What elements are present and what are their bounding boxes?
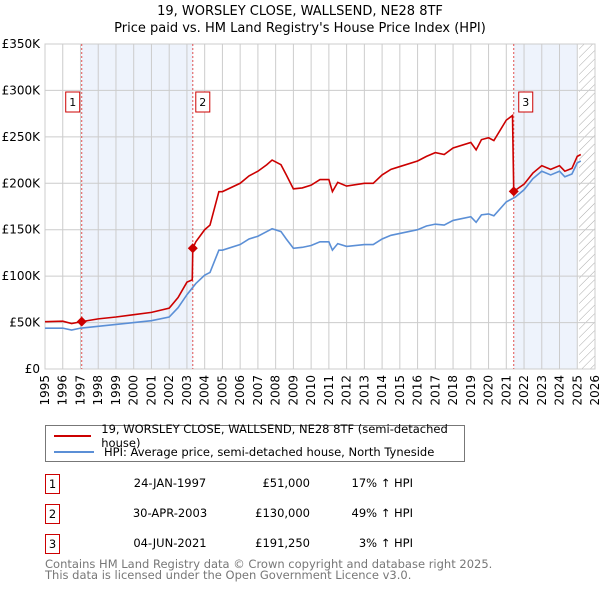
chart-subtitle: Price paid vs. HM Land Registry's House … — [114, 21, 486, 36]
x-tick-label: 2002 — [162, 375, 176, 406]
sale-label-box — [518, 91, 534, 113]
legend-swatch-blue — [54, 451, 94, 453]
sale-price: £130,000 — [255, 506, 310, 520]
x-tick-label: 2008 — [269, 375, 283, 406]
price-chart: 19, WORSLEY CLOSE, WALLSEND, NE28 8TF Pr… — [2, 4, 600, 406]
chart-title: 19, WORSLEY CLOSE, WALLSEND, NE28 8TF — [157, 4, 443, 19]
footer-line: This data is licensed under the Open Gov… — [45, 568, 412, 582]
x-tick-label: 2022 — [517, 375, 531, 406]
y-tick-label: £150K — [2, 223, 42, 237]
x-tick-label: 1997 — [73, 375, 87, 406]
x-tick-label: 2010 — [304, 375, 318, 406]
sale-label: 1 — [69, 96, 76, 109]
x-tick-label: 2009 — [286, 375, 300, 406]
legend-label: 19, WORSLEY CLOSE, WALLSEND, NE28 8TF (s… — [101, 422, 448, 450]
sale-row: 3 04-JUN-2021 £191,250 3% ↑ HPI — [45, 534, 425, 554]
x-tick-label: 2025 — [570, 375, 584, 406]
sale-hpi: 17% ↑ HPI — [351, 476, 413, 490]
y-tick-label: £100K — [2, 269, 42, 283]
sale-price: £191,250 — [255, 536, 310, 550]
x-tick-label: 2001 — [144, 375, 158, 406]
sale-label: 2 — [199, 96, 206, 109]
legend-swatch-red — [54, 435, 92, 437]
y-tick-label: £250K — [2, 130, 42, 144]
footer: Contains HM Land Registry data © Crown c… — [45, 557, 493, 582]
sale-date: 24-JAN-1997 — [133, 476, 207, 490]
x-tick-label: 2023 — [535, 375, 549, 406]
sale-number: 3 — [45, 534, 60, 554]
sale-label-box — [195, 91, 211, 113]
sale-number: 1 — [45, 474, 60, 494]
x-tick-label: 2012 — [340, 375, 354, 406]
sale-row: 1 24-JAN-1997 £51,000 17% ↑ HPI — [45, 474, 425, 494]
x-tick-label: 1998 — [91, 375, 105, 406]
sale-price: £51,000 — [262, 476, 310, 490]
y-tick-label: £300K — [2, 83, 42, 97]
sale-point — [76, 316, 87, 327]
legend-item-hpi: HPI: Average price, semi-detached house,… — [54, 444, 434, 460]
sale-label: 3 — [522, 96, 529, 109]
sale-hpi: 3% ↑ HPI — [358, 536, 413, 550]
x-tick-label: 2018 — [446, 375, 460, 406]
x-tick-label: 2006 — [233, 375, 247, 406]
price-paid-line — [44, 113, 582, 325]
x-tick-label: 2005 — [215, 375, 229, 406]
y-tick-label: £200K — [2, 176, 42, 190]
footer-line: Contains HM Land Registry data © Crown c… — [45, 557, 493, 571]
x-tick-label: 2021 — [499, 375, 513, 406]
x-tick-label: 2014 — [375, 375, 389, 406]
sale-point — [187, 243, 198, 254]
x-tick-label: 2024 — [553, 375, 567, 406]
x-tick-label: 2011 — [322, 375, 336, 406]
x-tick-label: 2000 — [127, 375, 141, 406]
forecast-hatch — [579, 44, 595, 369]
x-tick-label: 2015 — [393, 375, 407, 406]
sale-point — [508, 186, 519, 197]
x-tick-label: 2019 — [464, 375, 478, 406]
y-tick-label: £350K — [2, 37, 42, 51]
legend: 19, WORSLEY CLOSE, WALLSEND, NE28 8TF (s… — [45, 422, 465, 462]
sale-hpi: 49% ↑ HPI — [351, 506, 413, 520]
x-tick-label: 2016 — [411, 375, 425, 406]
sale-date: 04-JUN-2021 — [133, 536, 207, 550]
sale-row: 2 30-APR-2003 £130,000 49% ↑ HPI — [45, 504, 425, 524]
plot-frame — [44, 43, 596, 370]
y-tick-label: £0 — [25, 362, 40, 376]
x-tick-label: 1999 — [109, 375, 123, 406]
legend-label: HPI: Average price, semi-detached house,… — [104, 445, 435, 459]
hpi-line — [45, 160, 582, 331]
x-tick-label: 2004 — [198, 375, 212, 406]
x-tick-label: 2017 — [428, 375, 442, 406]
x-tick-label: 2026 — [588, 375, 600, 406]
x-tick-label: 2003 — [180, 375, 194, 406]
x-tick-label: 2013 — [357, 375, 371, 406]
x-tick-label: 1995 — [38, 375, 52, 406]
sale-label-box — [65, 91, 81, 113]
y-tick-label: £50K — [9, 316, 41, 330]
x-tick-label: 2020 — [482, 375, 496, 406]
x-tick-label: 2007 — [251, 375, 265, 406]
sale-date: 30-APR-2003 — [132, 506, 208, 520]
sale-number: 2 — [45, 504, 60, 524]
legend-item-property: 19, WORSLEY CLOSE, WALLSEND, NE28 8TF (s… — [54, 422, 464, 450]
x-tick-label: 1996 — [56, 375, 70, 406]
